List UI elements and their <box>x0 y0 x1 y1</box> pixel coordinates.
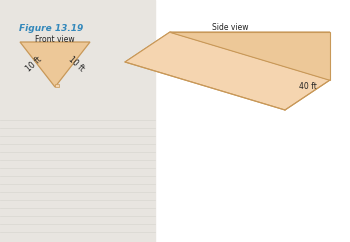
Text: 10 ft: 10 ft <box>24 55 43 74</box>
Text: Side view: Side view <box>212 23 248 32</box>
Polygon shape <box>125 32 330 62</box>
Text: 40 ft: 40 ft <box>299 82 316 91</box>
Polygon shape <box>170 32 330 80</box>
Polygon shape <box>125 32 330 110</box>
Text: 10 ft: 10 ft <box>67 55 86 74</box>
Polygon shape <box>55 83 58 87</box>
Text: Figure 13.19: Figure 13.19 <box>19 24 83 33</box>
Polygon shape <box>20 42 90 87</box>
Text: Front view: Front view <box>35 35 75 44</box>
Bar <box>0 0 155 242</box>
